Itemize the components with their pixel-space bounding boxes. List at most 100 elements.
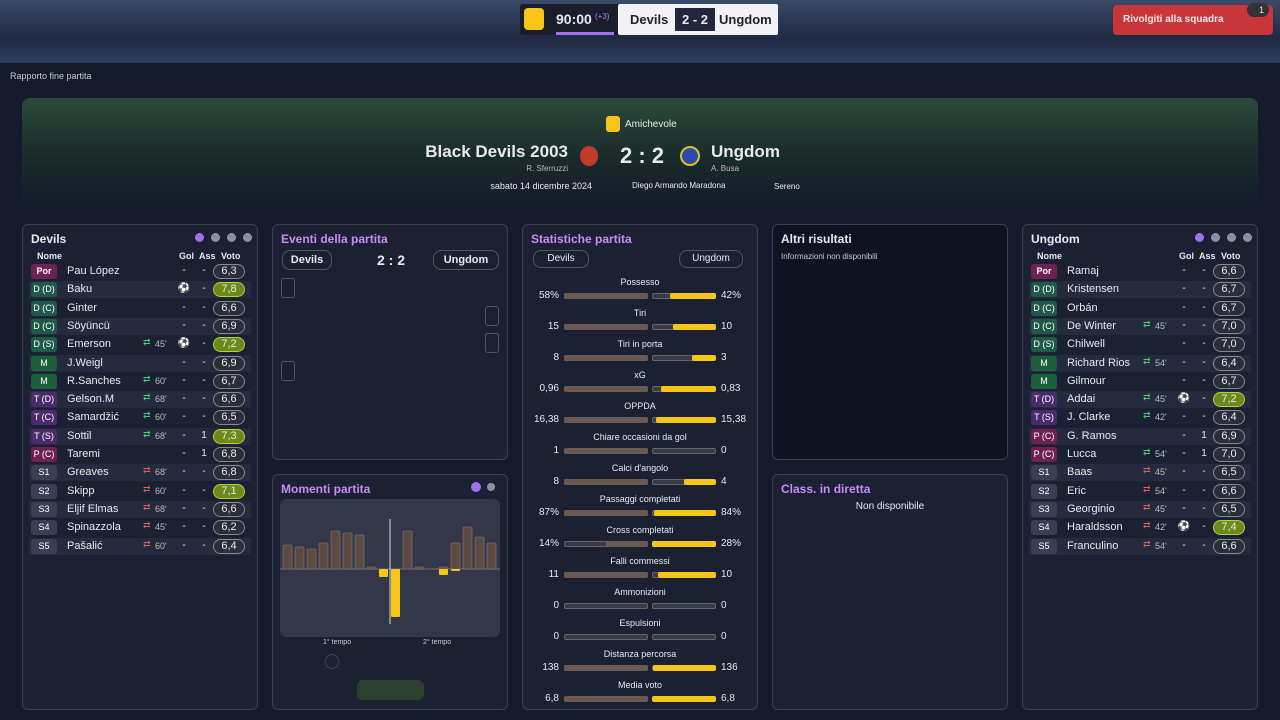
- home-bar: [564, 355, 648, 361]
- player-name: Richard Rios: [1067, 356, 1130, 369]
- home-bar: [564, 665, 648, 671]
- goals: -: [182, 356, 186, 368]
- stats-panel: Statistiche partita Devils Ungdom Possesso 5…: [522, 224, 758, 710]
- stat-label: Falli commessi: [610, 556, 670, 566]
- goals: -: [1182, 301, 1186, 313]
- position: T (D): [1031, 392, 1057, 408]
- message: Informazioni non disponibili: [781, 252, 878, 261]
- goals: -: [182, 301, 186, 313]
- home-bar: [282, 544, 293, 570]
- goals: -: [182, 502, 186, 514]
- home-bar: [564, 417, 648, 423]
- away-bar: [684, 479, 716, 485]
- position: S2: [1031, 483, 1057, 499]
- away-bar: [652, 541, 716, 547]
- position: T (S): [31, 428, 57, 444]
- column-header: Ass: [1199, 251, 1216, 261]
- best-button[interactable]: Migliori: [357, 680, 424, 700]
- sub-arrow: ⇄: [1143, 501, 1151, 512]
- player-name: Gilmour: [1067, 374, 1106, 387]
- rating: 7,0: [1213, 318, 1245, 334]
- player-name: J.Weigl: [67, 356, 103, 369]
- home-bar: [354, 534, 365, 570]
- goals: -: [1182, 448, 1186, 459]
- home-bar: [564, 479, 648, 485]
- live-table: Class. in diretta Non disponibile: [772, 474, 1008, 710]
- assists: -: [202, 283, 206, 295]
- home-value: 15: [547, 321, 559, 332]
- sub-arrow: ⇄: [143, 337, 151, 348]
- player-name: De Winter: [1067, 319, 1116, 332]
- column-header: Voto: [221, 251, 241, 261]
- message: Non disponibile: [855, 501, 925, 512]
- home-bar: [306, 548, 317, 570]
- home-bar: [438, 566, 449, 570]
- player-row: S2 Eric ⇄ 54' - -6,6: [1029, 483, 1251, 500]
- assists: -: [202, 411, 206, 423]
- home-bar: [450, 542, 461, 570]
- position: D (S): [31, 337, 57, 353]
- player-name: Addai: [1067, 393, 1096, 406]
- player-row: D (C) Ginter - -6,6: [29, 300, 251, 317]
- player-name: Haraldsson: [1067, 521, 1123, 534]
- away-crest: [680, 146, 700, 166]
- stadium: Diego Armando Maradona: [632, 181, 726, 190]
- home-team: Devils: [282, 250, 332, 270]
- sub-minute: 60': [155, 485, 167, 496]
- assists: -: [1202, 283, 1206, 295]
- stat-label: OPPDA: [624, 401, 656, 411]
- assists: -: [1202, 374, 1206, 386]
- goals: -: [182, 429, 186, 441]
- goals: -: [1182, 283, 1186, 295]
- goals: -: [182, 448, 186, 459]
- home-bar: [564, 293, 648, 299]
- home-bar: [342, 532, 353, 570]
- position: D (C): [1031, 300, 1057, 316]
- away-team: Ungdom: [679, 250, 743, 268]
- momentum-panel: Momenti partita 1° tempo 2° tempo Black Dev…: [272, 474, 508, 710]
- stat-label: Calci d'angolo: [611, 463, 669, 473]
- sub-minute: 68': [155, 503, 167, 514]
- player-name: Eljif Elmas: [67, 502, 119, 515]
- position: M: [31, 373, 57, 389]
- team-talk-button[interactable]: Rivolgiti alla squadra 1: [1113, 3, 1273, 35]
- position: S4: [1031, 520, 1057, 536]
- rating: 7,2: [1213, 392, 1245, 408]
- assists: -: [1202, 301, 1206, 313]
- away-team: Ungdom: [711, 142, 780, 161]
- goals: -: [182, 466, 186, 478]
- away-bar: [652, 665, 716, 671]
- position: P (C): [1031, 447, 1057, 462]
- away-bar: [669, 293, 716, 299]
- sub-minute: 45': [1155, 394, 1167, 405]
- sub-arrow: ⇄: [1143, 392, 1151, 403]
- sub-minute: 42': [1155, 412, 1167, 423]
- player-name: Ramaj: [1067, 265, 1099, 277]
- rating: 6,3: [213, 264, 245, 279]
- home-bar: [366, 566, 377, 570]
- column-header: Nome: [37, 251, 63, 261]
- home-bar: [564, 696, 648, 702]
- column-header: Voto: [1221, 251, 1241, 261]
- panel-title: Statistiche partita: [531, 232, 632, 246]
- position: S3: [1031, 501, 1057, 517]
- sub-minute: 54': [1155, 485, 1167, 496]
- sub-arrow: ⇄: [1143, 447, 1151, 457]
- rating: 6,6: [1213, 538, 1245, 554]
- sub-arrow: ⇄: [143, 483, 151, 494]
- home-manager: R. Sferruzzi: [526, 164, 568, 173]
- player-name: Pau López: [67, 265, 120, 277]
- home-bar: [318, 542, 329, 570]
- assists: -: [202, 356, 206, 368]
- player-row: M R.Sanches ⇄ 60' - -6,7: [29, 373, 251, 390]
- sub-minute: 45': [1155, 503, 1167, 514]
- club-crest: [524, 8, 544, 30]
- home-bar: [330, 530, 341, 570]
- sub-arrow: ⇄: [143, 428, 151, 439]
- page-dot: [227, 233, 236, 242]
- away-team: Ungdom: [433, 250, 499, 270]
- player-row: T (S) Sottil ⇄ 68' - 1 7,3: [29, 427, 251, 445]
- sub-arrow: ⇄: [1143, 520, 1151, 531]
- panel-title: Devils: [31, 232, 67, 246]
- position: P (C): [1031, 428, 1057, 444]
